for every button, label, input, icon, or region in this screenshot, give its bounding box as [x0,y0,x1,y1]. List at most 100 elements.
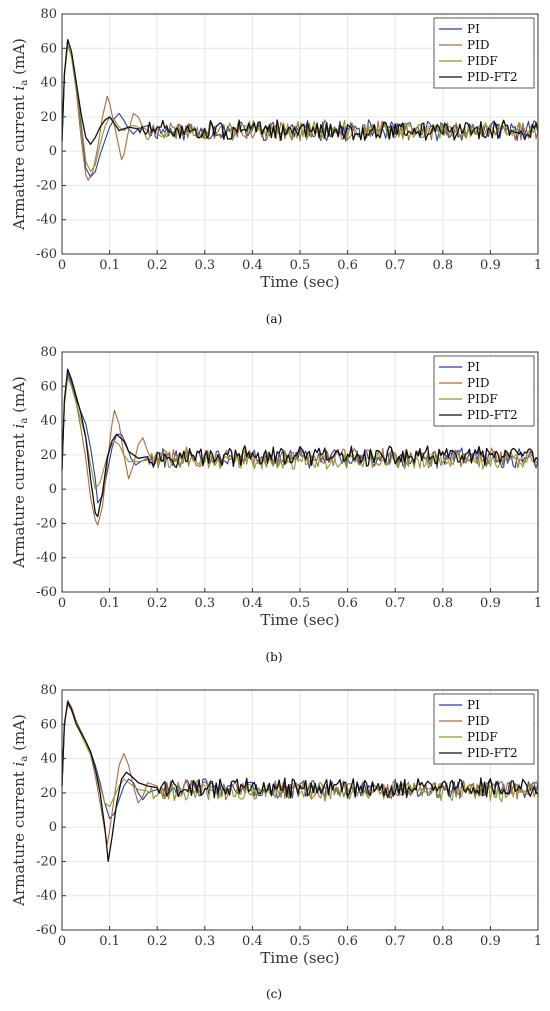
legend-label: PI [467,22,480,36]
x-tick-label: 0.8 [432,258,453,273]
x-tick-label: 0.3 [194,934,215,949]
y-tick-label: 20 [40,786,57,801]
series-line-pidf [61,377,539,490]
x-tick-label: 0.1 [99,596,120,611]
panel-caption: (c) [266,987,282,1001]
x-tick-label: 0.5 [290,258,311,273]
x-tick-label: 0.7 [385,596,406,611]
x-tick-label: 0.6 [337,258,358,273]
series-line-pid-ft2 [61,39,539,145]
y-tick-label: -60 [36,585,57,600]
legend-box [433,693,535,765]
y-tick-label: 60 [40,379,57,394]
x-tick-label: 0.2 [147,258,168,273]
series-line-pid-ft2 [61,701,539,863]
legend-box [433,355,535,427]
series-line-pidf [61,44,538,173]
x-tick-label: 0.4 [242,934,263,949]
x-tick-label: 0 [58,258,66,273]
legend-label: PIDF [467,392,498,406]
x-tick-label: 0.3 [194,596,215,611]
y-tick-label: 0 [49,482,57,497]
y-tick-label: 20 [40,448,57,463]
x-tick-label: 0.7 [385,258,406,273]
y-tick-label: 60 [40,41,57,56]
y-tick-label: 0 [49,820,57,835]
plot-area [61,699,539,863]
x-tick-label: 0.9 [480,258,501,273]
y-tick-label: 40 [40,76,57,91]
x-tick-label: 0.4 [242,258,263,273]
x-tick-label: 0.5 [290,934,311,949]
x-axis-label: Time (sec) [260,611,339,629]
y-axis-label-subscript: a [19,80,30,86]
y-axis-label: Armature current ia (mA) [10,38,30,231]
chart-panel: 0 0.1 0.2 0.3 0.4 0.5 0.6 0.7 0.8 0.9 1 -60 -40 -20 0 2… [10,345,542,664]
x-tick-label: 0.6 [337,596,358,611]
chart-panel: 0 0.1 0.2 0.3 0.4 0.5 0.6 0.7 0.8 0.9 1 -60 -40 -20 0 2… [10,683,542,1001]
legend-label: PI [467,698,480,712]
y-axis-label-symbol: i [10,761,28,766]
x-tick-label: 1 [534,258,542,273]
y-tick-label: -40 [36,213,57,228]
x-tick-label: 0.1 [99,934,120,949]
y-tick-label: 0 [49,144,57,159]
legend: PI PID PIDF PID-FT2 [433,693,535,765]
legend-box [433,17,535,89]
plot-area [61,368,539,526]
y-tick-label: 80 [40,7,57,22]
y-tick-label: -20 [36,854,57,869]
x-tick-label: 0.4 [242,596,263,611]
x-tick-label: 0.9 [480,934,501,949]
series-line-pid [61,375,538,526]
y-tick-label: -40 [36,889,57,904]
legend-label: PID-FT2 [467,408,518,422]
y-tick-label: 60 [40,717,57,732]
x-tick-label: 0.2 [147,596,168,611]
legend-label: PIDF [467,730,498,744]
legend-label: PID-FT2 [467,70,518,84]
y-axis-label-symbol: i [10,423,28,428]
legend-label: PIDF [467,54,498,68]
legend-label: PID-FT2 [467,746,518,760]
y-tick-label: 40 [40,414,57,429]
y-tick-label: 80 [40,683,57,698]
y-axis-label-subscript: a [19,418,30,424]
legend-label: PID [467,38,489,52]
panel-caption: (b) [265,650,282,664]
y-tick-label: -60 [36,923,57,938]
x-tick-label: 0.5 [290,596,311,611]
x-axis-label: Time (sec) [260,949,339,967]
plot-area [61,39,539,181]
y-axis-label-unit: (mA) [10,376,28,418]
y-axis-label-unit: (mA) [10,38,28,80]
legend: PI PID PIDF PID-FT2 [433,17,535,89]
x-tick-label: 0.6 [337,934,358,949]
x-tick-label: 1 [534,934,542,949]
legend-label: PI [467,360,480,374]
x-tick-label: 0.7 [385,934,406,949]
y-axis-label-symbol: i [10,85,28,90]
y-axis-label: Armature current ia (mA) [10,376,30,569]
y-tick-label: 80 [40,345,57,360]
x-tick-label: 0.1 [99,258,120,273]
x-tick-label: 0 [58,596,66,611]
y-axis-label-text: Armature current [10,90,28,230]
x-tick-label: 0.8 [432,934,453,949]
x-tick-label: 0.3 [194,258,215,273]
chart-panel: 0 0.1 0.2 0.3 0.4 0.5 0.6 0.7 0.8 0.9 1 -60 -40 -20 0 2… [10,7,542,326]
y-axis-label: Armature current ia (mA) [10,714,30,907]
legend-label: PID [467,376,489,390]
panel-caption: (a) [266,312,283,326]
y-axis-label-text: Armature current [10,428,28,568]
y-axis-label-text: Armature current [10,766,28,906]
legend: PI PID PIDF PID-FT2 [433,355,535,427]
legend-label: PID [467,714,489,728]
series-line-pid-ft2 [61,368,539,518]
y-tick-label: -60 [36,247,57,262]
y-tick-label: -40 [36,551,57,566]
y-tick-label: 20 [40,110,57,125]
y-tick-label: 40 [40,752,57,767]
x-tick-label: 1 [534,596,542,611]
